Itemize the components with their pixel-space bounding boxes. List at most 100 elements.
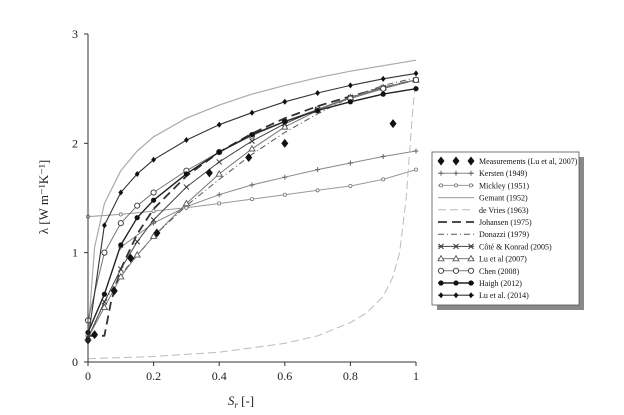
data-point [315, 107, 321, 114]
data-point [216, 159, 223, 165]
series-line [87, 79, 417, 339]
data-point [413, 167, 418, 172]
data-point [348, 82, 353, 89]
x-axis-label-main: S [228, 393, 235, 408]
data-point [380, 75, 386, 82]
data-point [282, 192, 287, 197]
data-point [216, 121, 222, 128]
plot-lines [87, 59, 417, 360]
series-line [87, 77, 417, 360]
data-point [453, 183, 458, 188]
data-point [245, 153, 253, 163]
data-point [468, 292, 474, 299]
data-point [468, 280, 474, 286]
data-point [315, 188, 320, 193]
data-point [348, 183, 353, 188]
data-point [205, 168, 213, 178]
x-tick-label: 0.4 [212, 369, 227, 383]
data-point [150, 189, 157, 196]
data-point [389, 119, 397, 129]
data-point [101, 299, 108, 305]
data-point [184, 137, 189, 144]
data-point [468, 243, 474, 250]
legend-label: Gemant (1952) [479, 194, 528, 203]
data-point [438, 280, 444, 286]
data-point [468, 183, 473, 188]
data-point [468, 170, 474, 176]
data-point [438, 243, 444, 250]
data-point [467, 156, 475, 166]
x-tick-label: 0.6 [277, 369, 292, 383]
data-point [452, 267, 460, 274]
data-point [249, 109, 255, 116]
data-point [437, 267, 445, 274]
data-point [216, 192, 222, 198]
data-point [438, 170, 444, 176]
legend-label: Kersten (1949) [479, 169, 528, 178]
data-point [249, 138, 255, 145]
y-axis-label: λ [W m⁻¹K⁻¹] [36, 160, 51, 235]
data-point [281, 123, 289, 130]
data-point [151, 220, 157, 226]
data-point [216, 149, 222, 155]
data-point [184, 205, 189, 210]
x-axis-label: Sr [-] [228, 393, 254, 410]
data-point [127, 253, 135, 263]
legend-label: Mickley (1951) [479, 181, 529, 190]
series-line [87, 88, 417, 333]
x-tick-label: 1 [413, 369, 419, 383]
legend-label: Johansen (1975) [479, 218, 532, 227]
legend-label: Lu et al (2007) [479, 255, 527, 264]
data-point [101, 249, 108, 256]
data-point [151, 209, 156, 214]
data-point [413, 70, 419, 77]
data-point [467, 267, 475, 274]
data-point [282, 118, 288, 125]
data-point [347, 99, 353, 105]
x-axis-label-sub: r [234, 400, 238, 410]
legend-box [431, 151, 580, 306]
data-point [380, 91, 386, 97]
data-point [381, 177, 386, 182]
legend-label: Measurements (Lu et al, 2007) [479, 157, 578, 166]
data-point [118, 189, 124, 196]
data-point [453, 280, 459, 286]
data-point [453, 243, 459, 250]
legend: Measurements (Lu et al, 2007) Kersten (19… [431, 151, 584, 310]
y-tick-label: 1 [72, 246, 78, 260]
data-point [437, 156, 445, 166]
axes: 0 0.2 0.4 0.6 0.8 1 0 1 2 3 [72, 27, 419, 383]
data-point [380, 85, 387, 92]
series-line [120, 150, 417, 248]
data-point [413, 148, 419, 154]
data-point [182, 199, 191, 207]
y-tick-label: 2 [72, 136, 78, 150]
legend-label: de Vries (1963) [479, 206, 529, 215]
data-point [217, 201, 222, 206]
data-point [133, 250, 141, 258]
data-point [134, 202, 141, 209]
data-point [110, 286, 118, 296]
data-point [102, 222, 107, 229]
data-point [438, 183, 443, 188]
data-point [134, 170, 140, 177]
data-point [249, 197, 254, 202]
data-point [281, 138, 289, 148]
legend-label: Chen (2008) [479, 267, 520, 276]
legend-label: Haigh (2012) [479, 279, 522, 288]
data-point [151, 197, 157, 203]
data-point [452, 254, 460, 262]
legend-label: Côté & Konrad (2005) [479, 242, 552, 251]
data-point [452, 156, 460, 166]
x-tick-label: 0.2 [146, 369, 161, 383]
y-tick-label: 0 [72, 355, 78, 369]
data-point [248, 144, 256, 152]
data-point [100, 303, 109, 310]
data-point [453, 170, 459, 176]
data-point [117, 272, 125, 280]
x-axis-label-unit: [-] [238, 393, 254, 408]
data-point [91, 330, 99, 340]
data-point [315, 167, 321, 173]
data-point [438, 292, 444, 299]
data-point [149, 232, 158, 239]
